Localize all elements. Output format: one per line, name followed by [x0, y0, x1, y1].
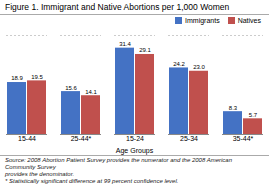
svg-text:25-34: 25-34 — [180, 135, 198, 142]
html-text:Natives: Natives — [237, 17, 261, 24]
html-text:Age Groups: Age Groups — [115, 147, 154, 154]
html-text:Source: 2008 Abortion Patient: Source: 2008 Abortion Patient Survey pro… — [5, 157, 232, 170]
svg-text:31.4: 31.4 — [119, 41, 131, 47]
svg-text:15.6: 15.6 — [65, 85, 77, 91]
svg-text:15-24: 15-24 — [126, 135, 144, 142]
svg-text:14.1: 14.1 — [85, 89, 97, 95]
svg-text:23.0: 23.0 — [193, 64, 205, 70]
svg-text:25-44*: 25-44* — [71, 135, 92, 142]
svg-text:18.9: 18.9 — [11, 75, 23, 81]
svg-text:15-44: 15-44 — [18, 135, 36, 142]
svg-text:8.3: 8.3 — [229, 105, 238, 111]
html-text:Figure 1. Immigrant and Native: Figure 1. Immigrant and Native Abortions… — [5, 2, 230, 12]
html-text:provides the denominator.: provides the denominator. — [5, 171, 75, 177]
html-text:* Statistically significant di: * Statistically significant difference a… — [5, 178, 179, 184]
svg-text:5.7: 5.7 — [249, 112, 258, 118]
svg-text:19.5: 19.5 — [31, 74, 43, 80]
svg-text:35-44*: 35-44* — [233, 135, 254, 142]
html-text:Immigrants: Immigrants — [185, 17, 220, 24]
svg-text:24.2: 24.2 — [173, 61, 185, 67]
svg-text:29.1: 29.1 — [139, 47, 151, 53]
